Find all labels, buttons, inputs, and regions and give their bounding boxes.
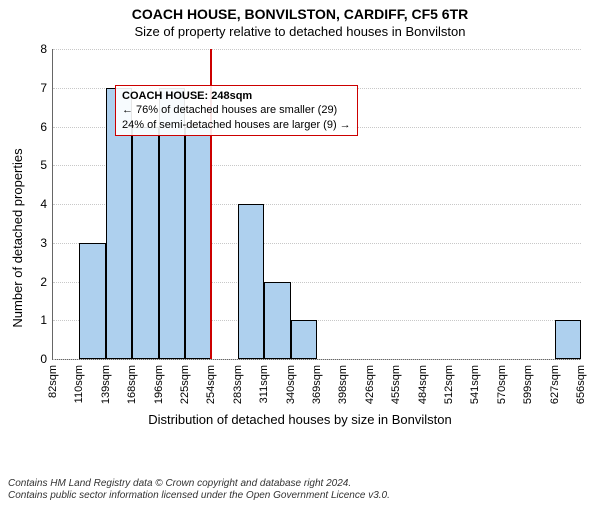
- y-tick-label: 7: [40, 81, 47, 95]
- y-tick-label: 5: [40, 158, 47, 172]
- y-tick-label: 8: [40, 42, 47, 56]
- x-tick-label: 340sqm: [285, 365, 297, 404]
- x-tick-label: 139sqm: [100, 365, 112, 404]
- x-tick-label: 168sqm: [126, 365, 138, 404]
- x-tick-label: 196sqm: [153, 365, 165, 404]
- y-tick-label: 4: [40, 197, 47, 211]
- histogram-bar: [132, 127, 158, 360]
- x-tick-label: 369sqm: [311, 365, 323, 404]
- x-tick-label: 82sqm: [47, 365, 59, 398]
- histogram-bar: [185, 127, 211, 360]
- attribution-line-2: Contains public sector information licen…: [8, 490, 390, 502]
- x-tick-label: 398sqm: [337, 365, 349, 404]
- y-axis-label: Number of detached properties: [10, 148, 25, 327]
- x-tick-label: 570sqm: [496, 365, 508, 404]
- marker-legend: COACH HOUSE: 248sqm← 76% of detached hou…: [115, 85, 358, 136]
- x-tick-label: 484sqm: [417, 365, 429, 404]
- plot-area: 01234567882sqm110sqm139sqm168sqm196sqm22…: [52, 49, 581, 360]
- histogram-bar: [264, 282, 290, 360]
- histogram-bar: [555, 320, 581, 359]
- y-tick-label: 2: [40, 275, 47, 289]
- x-tick-label: 254sqm: [205, 365, 217, 404]
- x-tick-label: 283sqm: [232, 365, 244, 404]
- x-tick-label: 599sqm: [522, 365, 534, 404]
- chart-subtitle: Size of property relative to detached ho…: [0, 24, 600, 39]
- legend-line-3: 24% of semi-detached houses are larger (…: [122, 118, 351, 132]
- x-tick-label: 311sqm: [258, 365, 270, 403]
- histogram-bar: [79, 243, 105, 359]
- x-tick-label: 110sqm: [73, 365, 85, 403]
- x-axis-label: Distribution of detached houses by size …: [0, 412, 600, 427]
- attribution-text: Contains HM Land Registry data © Crown c…: [8, 478, 390, 502]
- grid-line: [53, 359, 581, 360]
- grid-line: [53, 49, 581, 50]
- x-tick-label: 541sqm: [469, 365, 481, 404]
- y-tick-label: 0: [40, 352, 47, 366]
- y-tick-label: 3: [40, 236, 47, 250]
- histogram-bar: [238, 204, 264, 359]
- histogram-bar: [291, 320, 317, 359]
- chart-container: Number of detached properties 0123456788…: [0, 43, 600, 433]
- chart-title: COACH HOUSE, BONVILSTON, CARDIFF, CF5 6T…: [0, 6, 600, 22]
- y-tick-label: 1: [40, 313, 47, 327]
- legend-line-1: COACH HOUSE: 248sqm: [122, 89, 351, 103]
- x-tick-label: 627sqm: [549, 365, 561, 404]
- x-tick-label: 512sqm: [443, 365, 455, 404]
- legend-line-2: ← 76% of detached houses are smaller (29…: [122, 103, 351, 117]
- y-tick-label: 6: [40, 120, 47, 134]
- x-tick-label: 656sqm: [575, 365, 587, 404]
- attribution-line-1: Contains HM Land Registry data © Crown c…: [8, 478, 390, 490]
- x-tick-label: 225sqm: [179, 365, 191, 404]
- x-tick-label: 455sqm: [390, 365, 402, 404]
- x-tick-label: 426sqm: [364, 365, 376, 404]
